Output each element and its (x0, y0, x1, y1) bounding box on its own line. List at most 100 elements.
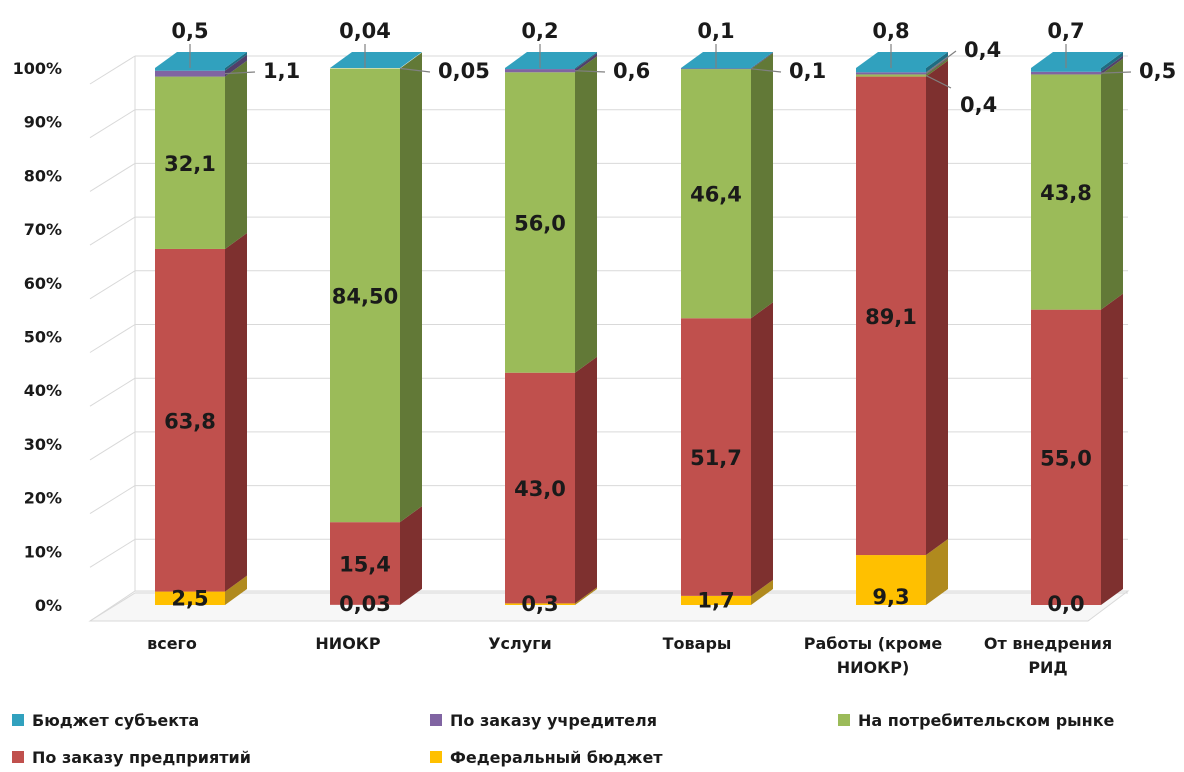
bar-segment (1031, 55, 1123, 75)
bar-segment-side (225, 232, 247, 592)
data-label: 55,0 (1040, 446, 1092, 470)
bar-segment (681, 302, 773, 596)
data-label: 0,5 (171, 19, 208, 43)
leader-line (224, 71, 256, 75)
data-label: 15,4 (339, 552, 391, 576)
bar-segment-front (330, 522, 400, 605)
data-label: 0,03 (339, 592, 391, 616)
bar-segment-side (751, 53, 773, 319)
bar-segment-front (681, 318, 751, 596)
y-tick-label: 30% (24, 435, 62, 454)
data-label: 2,5 (171, 586, 208, 610)
data-label: 43,0 (514, 477, 566, 501)
bar-segment-side (575, 53, 597, 73)
bar-segment-front (155, 68, 225, 71)
gridline-side (89, 109, 136, 139)
bar-segment-front (681, 68, 751, 69)
bar-segment (1031, 52, 1123, 72)
bar-segment-side (575, 587, 597, 605)
bar-segment-side (400, 52, 422, 523)
data-label: 1,7 (697, 588, 734, 612)
leader-line (399, 67, 431, 73)
bar-segment (155, 575, 247, 605)
y-tick-label: 40% (24, 381, 62, 400)
legend-item: По заказу учредителя (430, 711, 657, 730)
bar-segment-front (155, 591, 225, 605)
bar-segment-front (505, 372, 575, 604)
data-label: 89,1 (865, 305, 917, 329)
bar-top-face (505, 52, 597, 68)
category-labels: всего НИОКР Услуги Товары Работы (кроме НИОКР… (147, 634, 1112, 677)
bar-segment (155, 232, 247, 592)
data-label: 0,04 (339, 19, 391, 43)
gridline-side (89, 431, 136, 461)
gridline-side (89, 216, 136, 246)
bar-segment (856, 58, 948, 77)
leader-line (750, 68, 782, 73)
bar-segment-front (1031, 68, 1101, 72)
bar-segment-front (1031, 309, 1101, 605)
y-tick-label: 80% (24, 166, 62, 185)
bar-segment-front (505, 68, 575, 70)
bar-segment-side (926, 539, 948, 605)
legend-label: По заказу предприятий (32, 748, 251, 767)
bar-segment-side (225, 60, 247, 249)
bars (155, 52, 1123, 605)
bar-segment-front (856, 555, 926, 605)
data-label: 0,5 (1139, 59, 1176, 83)
data-label: 0,1 (697, 19, 734, 43)
gridline-side (89, 485, 136, 515)
legend-label: На потребительском рынке (858, 711, 1115, 730)
bar-segment-side (575, 52, 597, 70)
data-labels: 2,5 63,8 32,1 1,1 0,5 0,03 15,4 84,50 0,05 0,04 0,… (164, 19, 1176, 616)
bar-segment-side (926, 60, 948, 556)
y-tick-label: 0% (35, 596, 62, 615)
bar-segment (856, 539, 948, 605)
gridline-side (89, 592, 136, 622)
gridline-side (89, 270, 136, 300)
bar-segment (505, 356, 597, 604)
data-label: 0,1 (789, 59, 826, 83)
category-label: От внедрения (984, 634, 1112, 653)
gridline-side (89, 324, 136, 353)
bar-segment-side (225, 54, 247, 77)
bar-segment (505, 587, 597, 605)
bar-segment (330, 52, 422, 523)
gridline-side (89, 162, 136, 192)
bar-segment-side (575, 356, 597, 604)
bar-segment-side (1101, 58, 1123, 310)
legend-label: Бюджет субъекта (32, 711, 199, 730)
gridline-side (89, 55, 136, 85)
data-label: 1,1 (263, 59, 300, 83)
y-tick-label: 10% (24, 542, 62, 561)
bar-segment-front (681, 69, 751, 319)
bar-segment-front (155, 76, 225, 249)
y-tick-label: 20% (24, 489, 62, 508)
data-label: 84,50 (332, 284, 398, 308)
bar-segment-front (856, 76, 926, 556)
y-tick-label: 60% (24, 274, 62, 293)
legend: Бюджет субъекта По заказу учредителя На по… (12, 711, 1115, 767)
legend-swatch (838, 714, 850, 726)
legend-item: По заказу предприятий (12, 748, 251, 767)
category-label: Товары (663, 634, 732, 653)
bar-segment-front (505, 72, 575, 373)
bar-segment-side (1101, 52, 1123, 72)
bar-segment-side (926, 58, 948, 77)
bar-segment-side (751, 52, 773, 69)
data-label: 63,8 (164, 409, 216, 433)
data-label: 0,4 (960, 93, 997, 117)
bar-segment-front (856, 74, 926, 77)
bar-segment-front (856, 72, 926, 75)
bar-segment (681, 53, 773, 319)
bar-segment (505, 52, 597, 70)
category-label: Услуги (488, 634, 552, 653)
leader-line (574, 70, 606, 73)
data-label: 43,8 (1040, 181, 1092, 205)
bar-segment-side (1101, 293, 1123, 605)
bar-segment (155, 60, 247, 249)
bar-segment-side (751, 52, 773, 70)
legend-swatch (12, 714, 24, 726)
bar-segment (681, 579, 773, 605)
